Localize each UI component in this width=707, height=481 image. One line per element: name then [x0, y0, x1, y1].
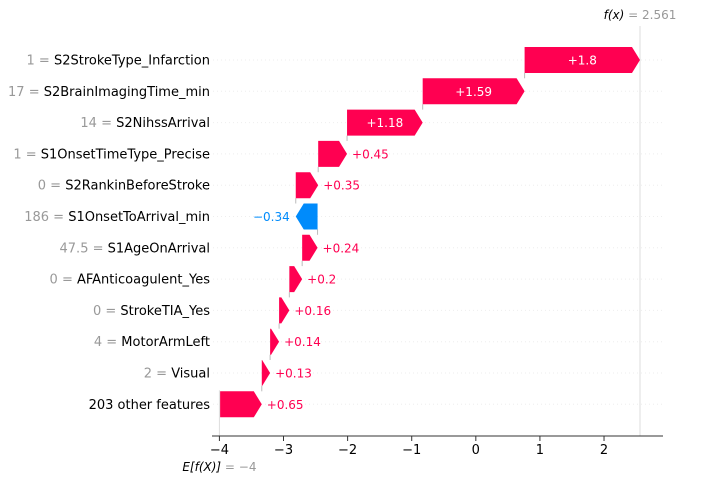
feature-label: 0 = StrokeTIA_Yes — [93, 304, 210, 319]
feature-name: S1AgeOnArrival — [108, 241, 210, 256]
feature-name: StrokeTIA_Yes — [120, 304, 210, 319]
contribution-bars: +1.8 +1.59 +1.18 +0.45 +0.35 −0.34 +0.24 +0.2 +0… — [220, 47, 640, 418]
feature-value: 17 = — [8, 85, 44, 100]
contribution-label: +0.35 — [323, 179, 360, 193]
positive-contribution-bar — [295, 172, 319, 199]
negative-contribution-bar — [295, 203, 318, 230]
feature-value: 2 = — [144, 367, 171, 382]
x-tick-label: −4 — [210, 443, 229, 458]
x-tick-label: −2 — [338, 443, 357, 458]
feature-name: S2StrokeType_Infarction — [54, 54, 210, 69]
contribution-label: +0.16 — [294, 304, 331, 318]
feature-name: 203 other features — [89, 398, 211, 413]
feature-value: 4 = — [94, 335, 121, 350]
contribution-label: +1.59 — [455, 85, 492, 99]
feature-label: 1 = S2StrokeType_Infarction — [27, 54, 210, 69]
feature-name: S2NihssArrival — [116, 116, 210, 131]
feature-label: 17 = S2BrainImagingTime_min — [8, 85, 210, 100]
fx-label-name: f(x) — [604, 8, 625, 22]
feature-name: MotorArmLeft — [121, 335, 210, 350]
row-gridlines — [213, 59, 663, 405]
contribution-label: +0.14 — [284, 335, 321, 349]
feature-label: 186 = S1OnsetToArrival_min — [24, 210, 210, 225]
feature-label: 4 = MotorArmLeft — [94, 335, 210, 350]
feature-value: 0 = — [50, 273, 77, 288]
feature-value: 14 = — [80, 116, 116, 131]
fx-label: f(x) = 2.561 — [604, 8, 677, 22]
efx-label-name: E[f(X)] — [182, 460, 221, 474]
feature-name: S1OnsetToArrival_min — [68, 210, 210, 225]
x-tick-label: 1 — [536, 443, 544, 458]
feature-labels: 1 = S2StrokeType_Infarction 17 = S2BrainI… — [8, 54, 210, 413]
contribution-label: +0.2 — [307, 273, 336, 287]
positive-contribution-bar — [261, 360, 271, 386]
expected-value-label: E[f(X)] = −4 — [182, 460, 256, 474]
feature-name: AFAnticoagulent_Yes — [77, 273, 210, 288]
feature-name: S2BrainImagingTime_min — [44, 85, 210, 100]
x-tick-label: 0 — [472, 443, 480, 458]
x-tick-label: 2 — [600, 443, 608, 458]
feature-value: 0 = — [93, 304, 120, 319]
fx-label-value: = 2.561 — [624, 8, 676, 22]
feature-value: 0 = — [38, 179, 65, 194]
contribution-label: +1.18 — [366, 116, 403, 130]
contribution-label: +0.45 — [352, 147, 389, 161]
feature-value: 186 = — [24, 210, 68, 225]
positive-contribution-bar — [524, 47, 640, 73]
feature-label: 0 = S2RankinBeforeStroke — [38, 179, 210, 194]
x-tick-label: −1 — [402, 443, 421, 458]
feature-value: 1 = — [13, 147, 40, 162]
contribution-label: −0.34 — [253, 210, 290, 224]
positive-contribution-bar — [422, 78, 525, 105]
positive-contribution-bar — [279, 297, 290, 324]
feature-label: 14 = S2NihssArrival — [80, 116, 210, 131]
feature-value: 47.5 = — [60, 241, 108, 256]
efx-label-value: = −4 — [221, 460, 256, 474]
x-axis: −4 −3 −2 −1 0 1 2 — [210, 435, 663, 458]
positive-contribution-bar — [347, 109, 423, 136]
x-tick-label: −3 — [274, 443, 293, 458]
feature-value: 1 = — [27, 54, 54, 69]
feature-label: 0 = AFAnticoagulent_Yes — [50, 273, 211, 288]
contribution-label: +0.13 — [275, 367, 312, 381]
contribution-label: +1.8 — [568, 54, 597, 68]
positive-contribution-bar — [289, 266, 303, 293]
feature-label: 203 other features — [89, 398, 211, 413]
feature-name: S1OnsetTimeType_Precise — [41, 147, 210, 162]
contribution-label: +0.24 — [323, 241, 360, 255]
feature-label: 1 = S1OnsetTimeType_Precise — [13, 147, 210, 162]
positive-contribution-bar — [220, 391, 262, 418]
positive-contribution-bar — [302, 234, 318, 261]
contribution-label: +0.65 — [267, 398, 304, 412]
feature-name: Visual — [171, 367, 210, 382]
positive-contribution-bar — [270, 328, 280, 355]
feature-label: 2 = Visual — [144, 367, 210, 382]
feature-name: S2RankinBeforeStroke — [65, 179, 210, 194]
positive-contribution-bar — [318, 140, 348, 167]
feature-label: 47.5 = S1AgeOnArrival — [60, 241, 210, 256]
